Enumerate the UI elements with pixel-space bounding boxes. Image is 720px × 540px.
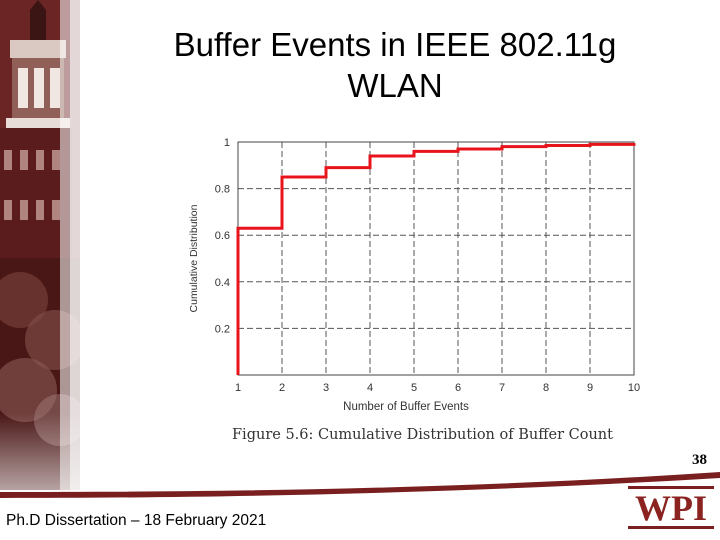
x-tick-label: 7 xyxy=(499,382,505,394)
title-line-2: WLAN xyxy=(347,67,443,104)
footer-divider xyxy=(0,472,720,498)
x-tick-label: 5 xyxy=(411,382,417,394)
x-tick-label: 9 xyxy=(587,382,593,394)
y-tick-label: 0.4 xyxy=(215,277,230,289)
y-tick-label: 1 xyxy=(224,137,230,149)
y-tick-label: 0.6 xyxy=(215,230,230,242)
chart-grid xyxy=(237,141,635,375)
footer-text: Ph.D Dissertation – 18 February 2021 xyxy=(6,512,267,529)
y-axis-label: Cumulative Distribution xyxy=(188,204,200,312)
x-axis-label: Number of Buffer Events xyxy=(343,401,469,413)
x-tick-label: 3 xyxy=(323,382,329,394)
sidebar-fade xyxy=(0,380,80,490)
decorative-building-photo xyxy=(0,0,80,490)
y-tick-label: 0.8 xyxy=(215,184,230,196)
x-tick-label: 8 xyxy=(543,382,549,394)
x-tick-label: 2 xyxy=(279,382,285,394)
figure-caption: Figure 5.6: Cumulative Distribution of B… xyxy=(232,427,613,443)
cdf-chart: 0.2 0.4 0.6 0.8 1 1 2 3 4 5 6 7 8 9 10 Cumulative Dis… xyxy=(188,137,640,413)
x-tick-label: 10 xyxy=(628,382,640,394)
slide-title: Buffer Events in IEEE 802.11g WLAN xyxy=(95,24,695,106)
wpi-logo-text: WPI xyxy=(635,488,707,528)
title-line-1: Buffer Events in IEEE 802.11g xyxy=(173,26,617,63)
wpi-logo: WPI xyxy=(628,486,714,529)
cdf-step-line xyxy=(236,142,636,375)
y-tick-labels: 0.2 0.4 0.6 0.8 1 xyxy=(215,137,230,335)
x-tick-label: 6 xyxy=(455,382,461,394)
x-tick-labels: 1 2 3 4 5 6 7 8 9 10 xyxy=(235,382,640,394)
x-tick-label: 1 xyxy=(235,382,241,394)
x-tick-label: 4 xyxy=(367,382,373,394)
slide-number: 38 xyxy=(692,452,707,468)
y-tick-label: 0.2 xyxy=(215,323,230,335)
